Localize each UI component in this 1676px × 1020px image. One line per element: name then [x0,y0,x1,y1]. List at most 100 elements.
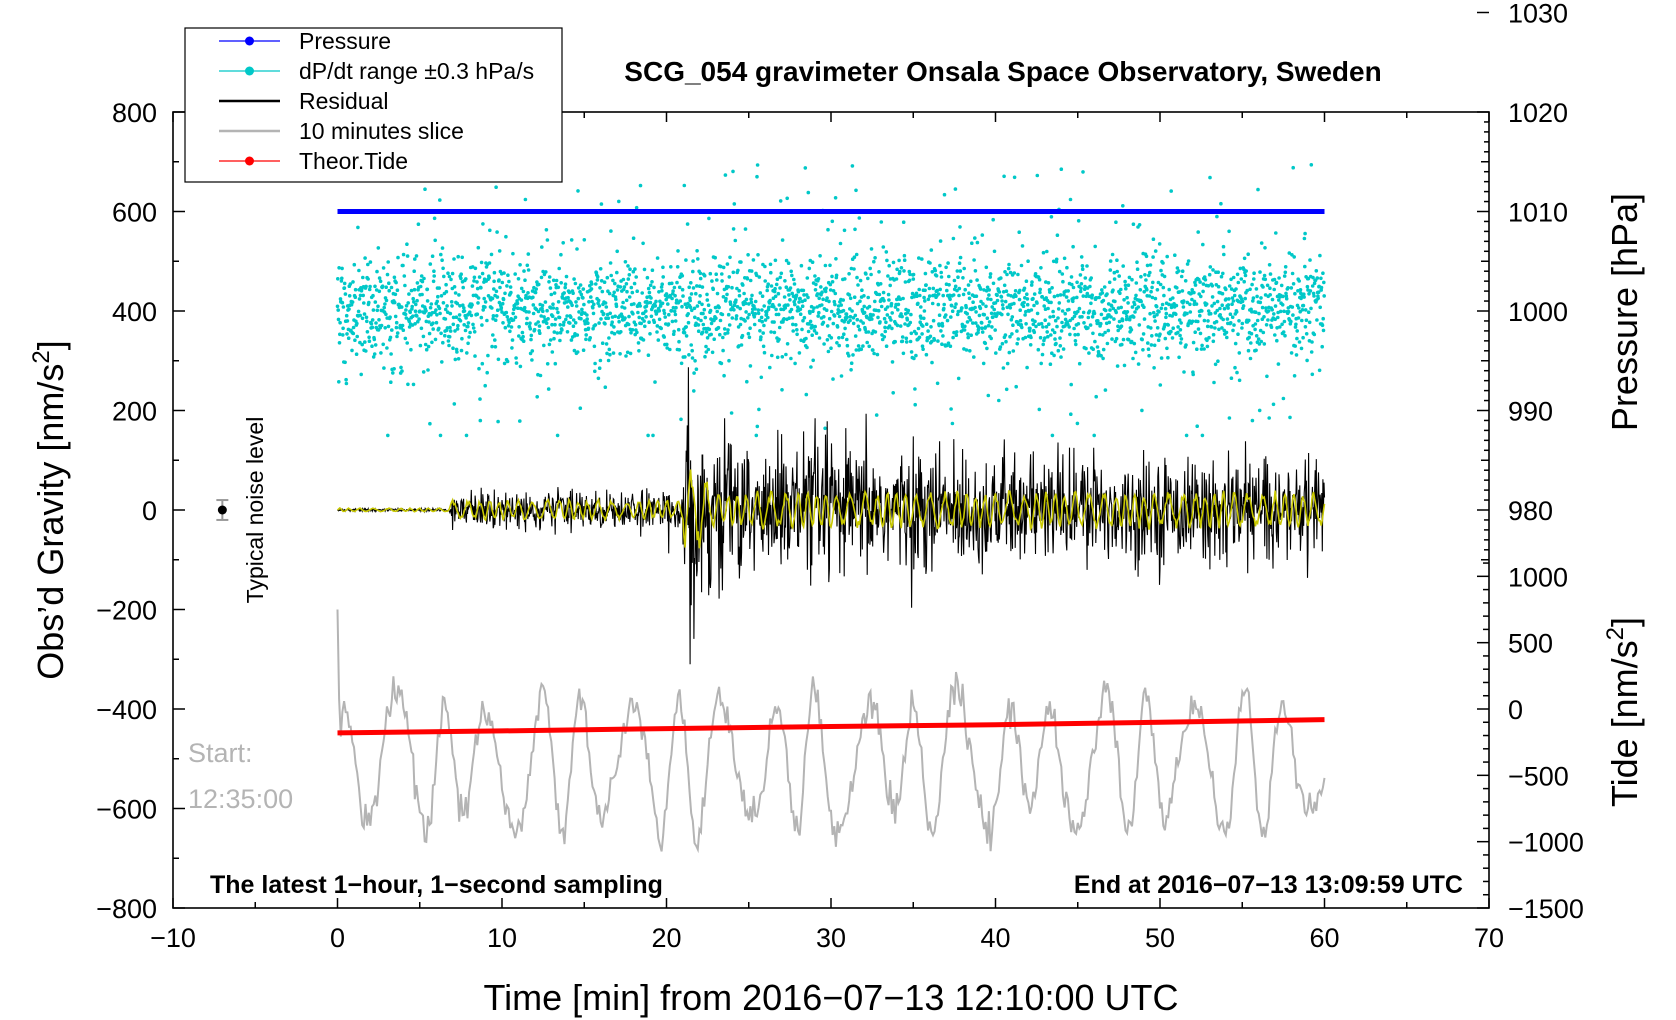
dpdt-point [1018,308,1022,313]
dpdt-point [938,287,942,292]
dpdt-point [539,275,544,280]
dpdt-point [351,331,356,336]
dpdt-point [942,306,946,311]
dpdt-point [1059,167,1064,171]
dpdt-point [638,183,643,188]
dpdt-point [558,323,562,327]
dpdt-point [1111,288,1115,293]
dpdt-point [534,322,538,326]
dpdt-point [866,330,871,334]
dpdt-point [1004,289,1009,294]
dpdt-point [599,279,604,283]
dpdt-point [763,279,767,283]
dpdt-point [1075,295,1079,300]
dpdt-point [969,333,973,338]
dpdt-point [927,294,932,298]
dpdt-point [416,222,421,226]
dpdt-point [337,341,342,345]
dpdt-point [408,310,413,315]
dpdt-point [856,344,861,348]
dpdt-point [387,288,392,293]
dpdt-point [694,291,698,296]
dpdt-point [908,320,913,325]
dpdt-point [898,297,903,302]
dpdt-point [501,321,505,325]
dpdt-point [695,249,699,253]
dpdt-point [1319,288,1323,292]
dpdt-point [854,252,859,257]
dpdt-point [1053,318,1058,323]
dpdt-point [640,291,644,295]
dpdt-point [856,324,861,329]
dpdt-point [1291,165,1295,170]
dpdt-point [452,402,457,406]
dpdt-point [784,258,789,263]
dpdt-point [1196,230,1200,234]
slice-series [336,609,1326,854]
dpdt-point [439,252,443,257]
dpdt-point [1241,304,1246,308]
dpdt-point [350,348,354,353]
dpdt-point [685,305,689,310]
dpdt-point [1243,296,1247,301]
dpdt-point [1183,279,1188,283]
dpdt-point [726,312,731,317]
dpdt-point [400,369,404,373]
tide-tick-label: 0 [1508,695,1523,725]
dpdt-point [494,289,499,294]
dpdt-point [1153,296,1158,301]
dpdt-point [1052,330,1057,335]
dpdt-point [599,202,604,206]
pressure-tick-label: 1010 [1508,198,1568,228]
dpdt-point [659,326,663,331]
dpdt-point [420,292,424,297]
dpdt-point [1261,330,1266,335]
dpdt-point [552,291,557,295]
dpdt-point [713,305,718,310]
dpdt-point [1148,311,1152,316]
dpdt-point [579,316,583,321]
dpdt-point [835,325,840,329]
dpdt-point [992,307,996,312]
dpdt-point [449,277,453,282]
dpdt-point [536,309,541,314]
dpdt-point [343,360,347,365]
dpdt-point [939,329,943,333]
dpdt-point [856,283,860,287]
dpdt-point [1195,424,1199,429]
dpdt-point [840,335,845,340]
dpdt-point [929,325,933,329]
dpdt-point [1055,293,1060,298]
dpdt-point [466,324,470,329]
dpdt-point [455,350,459,354]
dpdt-point [1034,324,1038,329]
dpdt-point [708,308,713,313]
dpdt-point [1135,267,1140,272]
dpdt-point [1154,304,1159,309]
dpdt-point [503,325,508,330]
dpdt-point [843,277,847,281]
dpdt-point [520,330,525,335]
dpdt-point [1119,305,1123,310]
dpdt-point [550,314,555,319]
dpdt-point [654,299,658,304]
dpdt-point [862,310,867,315]
dpdt-point [447,335,452,339]
dpdt-point [731,270,736,275]
chart-title: SCG_054 gravimeter Onsala Space Observat… [624,56,1381,87]
dpdt-point [572,348,577,353]
dpdt-point [413,309,418,314]
dpdt-point [1075,421,1080,426]
dpdt-point [855,275,859,280]
dpdt-point [1131,315,1136,319]
dpdt-point [1099,353,1103,358]
dpdt-point [1124,317,1129,322]
dpdt-point [758,291,763,295]
dpdt-point [1101,347,1106,352]
dpdt-point [423,342,428,347]
dpdt-point [516,306,520,311]
dpdt-point [1071,285,1076,290]
y-axis-tide-label: Tide [nm/s2] [1602,617,1645,807]
dpdt-point [724,296,728,301]
dpdt-point [371,355,376,359]
